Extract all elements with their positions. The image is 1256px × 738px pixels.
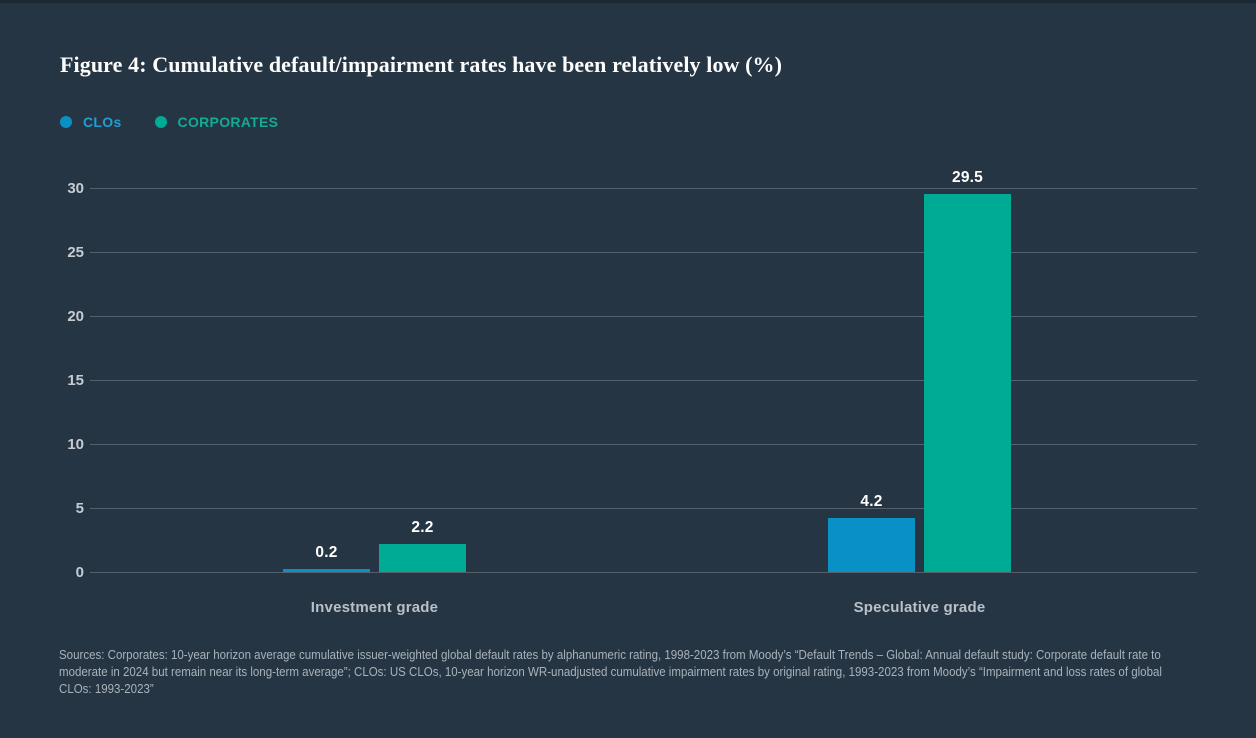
y-axis-tick-label-10: 10	[67, 436, 84, 453]
gridline-10	[90, 444, 1197, 445]
plot-area: 0.2 2.2 Investment grade 4.2 29.5 Speculative…	[90, 169, 1197, 616]
gridline-15	[90, 380, 1197, 381]
x-axis-category-label-speculative-grade: Speculative grade	[853, 599, 986, 616]
gridline-30	[90, 188, 1197, 189]
legend: CLOs CORPORATES	[60, 114, 278, 130]
bar-corporates-speculative-grade	[924, 194, 1011, 572]
y-axis-tick-label-20: 20	[67, 308, 84, 325]
source-note: Sources: Corporates: 10-year horizon ave…	[59, 648, 1162, 696]
top-edge-strip	[0, 0, 1256, 3]
bar-clos-speculative-grade	[828, 518, 915, 572]
gridline-20	[90, 316, 1197, 317]
gridline-0	[90, 572, 1197, 573]
figure-title: Figure 4: Cumulative default/impairment …	[60, 52, 783, 77]
legend-item-clos: CLOs	[60, 114, 122, 130]
bar-value-label-clos-speculative-grade: 4.2	[860, 493, 883, 510]
gridline-5	[90, 508, 1197, 509]
legend-item-corporates: CORPORATES	[154, 114, 279, 130]
x-axis-category-label-investment-grade: Investment grade	[310, 599, 439, 616]
bar-corporates-investment-grade	[379, 544, 466, 572]
y-axis-tick-label-25: 25	[67, 244, 84, 261]
y-axis: 0 5 10 15 20 25 30	[0, 180, 84, 581]
gridline-25	[90, 252, 1197, 253]
bar-value-label-corporates-speculative-grade: 29.5	[952, 169, 983, 186]
y-axis-tick-label-15: 15	[67, 372, 84, 389]
bar-value-label-corporates-investment-grade: 2.2	[411, 519, 434, 536]
legend-label-clos: CLOs	[83, 114, 122, 130]
y-axis-tick-label-0: 0	[75, 564, 84, 581]
y-axis-tick-label-30: 30	[67, 180, 84, 197]
legend-swatch-clos-icon	[60, 116, 72, 128]
bar-value-label-clos-investment-grade: 0.2	[315, 544, 338, 561]
bar-clos-investment-grade	[283, 569, 370, 572]
y-axis-tick-label-5: 5	[75, 500, 84, 517]
legend-swatch-corporates-icon	[154, 116, 167, 128]
legend-label-corporates: CORPORATES	[177, 114, 279, 130]
